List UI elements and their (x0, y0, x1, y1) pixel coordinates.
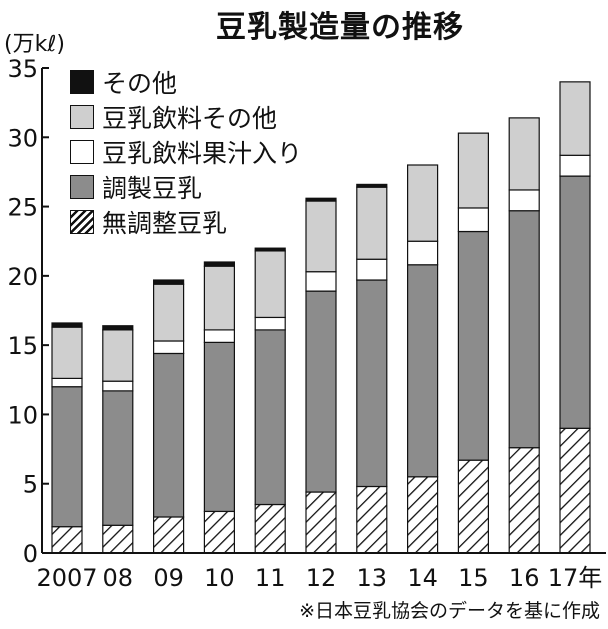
y-tick-label: 30 (7, 124, 38, 152)
bar-segment-5-0 (305, 491, 337, 554)
chart-title: 豆乳製造量の推移 (216, 10, 464, 45)
bar-segment-5-1 (305, 290, 337, 493)
bar-segment-4-2 (254, 316, 286, 331)
legend-item-unadjusted: 無調整豆乳 (70, 204, 302, 239)
legend-item-prepared: 調製豆乳 (70, 169, 302, 204)
legend-swatch-juice (70, 139, 94, 164)
legend-item-juice: 豆乳飲料果汁入り (70, 134, 302, 169)
bar-segment-2-1 (153, 352, 185, 518)
bar-segment-1-3 (102, 329, 134, 382)
bar-segment-3-3 (203, 265, 235, 331)
bar-segment-6-3 (356, 186, 388, 260)
y-tick-label: 5 (23, 471, 38, 499)
x-tick-label: 2007 (36, 564, 97, 592)
bar-segment-3-4 (203, 261, 235, 267)
bar-segment-4-1 (254, 329, 286, 506)
bar-segment-7-2 (407, 240, 439, 266)
bar-segment-2-2 (153, 340, 185, 355)
bar-segment-10-1 (559, 175, 591, 429)
y-tick-label: 25 (7, 194, 38, 222)
legend-label-unadjusted: 無調整豆乳 (102, 208, 228, 238)
x-tick-label: 11 (255, 564, 286, 592)
bar-segment-4-4 (254, 247, 286, 252)
bar-segment-2-0 (153, 516, 185, 554)
bar-segment-3-0 (203, 510, 235, 554)
legend-item-beverage-other: 豆乳飲料その他 (70, 99, 302, 134)
bar-segment-6-4 (356, 183, 388, 188)
bar-segment-8-2 (457, 207, 489, 233)
bar-segment-5-4 (305, 197, 337, 202)
legend-swatch-beverage-other (70, 104, 94, 129)
legend-swatch-other (70, 69, 94, 94)
legend-swatch-prepared (70, 174, 94, 199)
bar-segment-0-4 (51, 322, 83, 328)
bar-segment-9-1 (508, 210, 540, 449)
legend-label-other: その他 (102, 68, 178, 98)
y-tick-label: 20 (7, 263, 38, 291)
bar-segment-1-1 (102, 390, 134, 526)
legend-label-prepared: 調製豆乳 (102, 173, 203, 203)
x-tick-label: 12 (306, 564, 337, 592)
bar-segment-7-3 (407, 164, 439, 242)
bar-segment-8-0 (457, 459, 489, 554)
bar-segment-2-3 (153, 283, 185, 342)
x-tick-label: 09 (153, 564, 184, 592)
y-axis-unit-label: (万kℓ) (4, 32, 65, 57)
bar-segment-10-3 (559, 81, 591, 156)
bar-segment-3-2 (203, 329, 235, 343)
bar-segment-10-0 (559, 427, 591, 554)
bar-segment-9-0 (508, 447, 540, 554)
x-tick-label: 17年 (548, 564, 603, 592)
bar-segment-5-3 (305, 200, 337, 273)
bar-segment-6-0 (356, 485, 388, 554)
bar-segment-0-1 (51, 386, 83, 528)
x-tick-label: 10 (204, 564, 235, 592)
bar-segment-0-2 (51, 377, 83, 388)
bar-segment-5-2 (305, 271, 337, 292)
bar-segment-1-0 (102, 524, 134, 554)
legend: その他 豆乳飲料その他 豆乳飲料果汁入り 調製豆乳 無調整豆乳 (70, 64, 302, 239)
x-tick-label: 13 (357, 564, 388, 592)
legend-swatch-unadjusted (70, 209, 94, 234)
bar-segment-1-2 (102, 380, 134, 392)
bar-segment-10-2 (559, 154, 591, 177)
bar-segment-8-1 (457, 230, 489, 461)
bar-segment-4-3 (254, 250, 286, 319)
y-tick-label: 0 (23, 540, 38, 568)
bar-segment-9-3 (508, 117, 540, 191)
bar-segment-0-3 (51, 326, 83, 379)
bar-segment-4-0 (254, 503, 286, 554)
source-note: ※日本豆乳協会のデータを基に作成 (299, 600, 600, 622)
bar-segment-7-1 (407, 264, 439, 478)
bar-segment-8-3 (457, 132, 489, 209)
x-tick-label: 08 (103, 564, 134, 592)
bar-segment-2-4 (153, 279, 185, 285)
x-tick-label: 15 (458, 564, 489, 592)
x-tick-label: 16 (509, 564, 540, 592)
y-tick-label: 35 (7, 55, 38, 83)
bar-segment-6-1 (356, 279, 388, 488)
legend-item-other: その他 (70, 64, 302, 99)
bar-segment-0-0 (51, 526, 83, 554)
x-tick-label: 14 (407, 564, 438, 592)
y-tick-label: 10 (7, 401, 38, 429)
bar-segment-3-1 (203, 341, 235, 513)
y-tick-label: 15 (7, 332, 38, 360)
legend-label-beverage-other: 豆乳飲料その他 (102, 103, 278, 133)
bar-segment-9-2 (508, 189, 540, 212)
bar-segment-1-4 (102, 325, 134, 331)
bar-segment-7-0 (407, 476, 439, 554)
bar-segment-6-2 (356, 258, 388, 281)
legend-label-juice: 豆乳飲料果汁入り (102, 138, 303, 168)
